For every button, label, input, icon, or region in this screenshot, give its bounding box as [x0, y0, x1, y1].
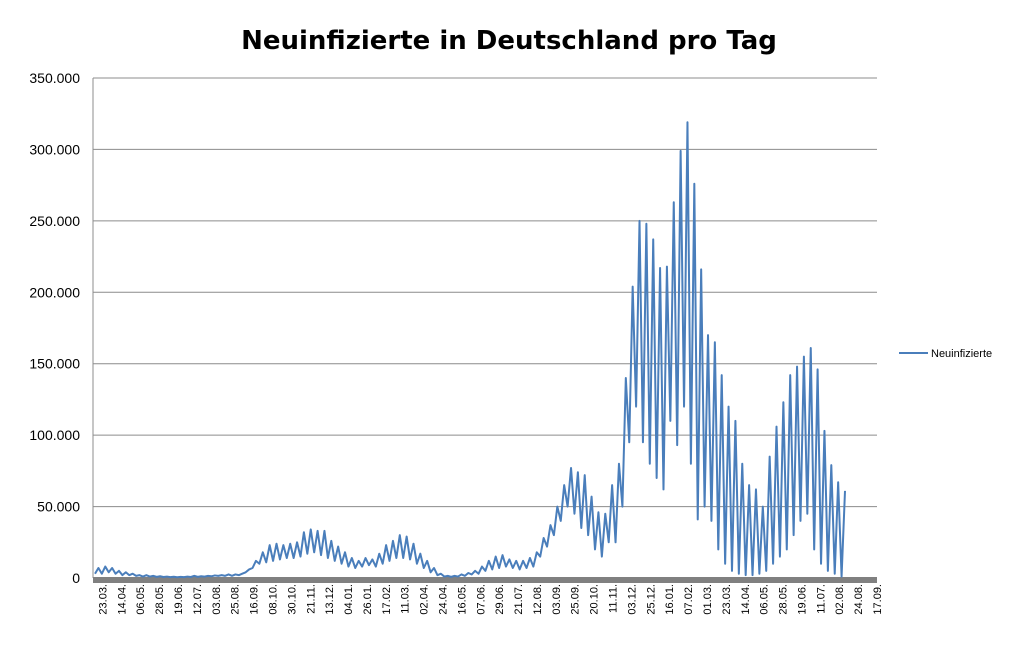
x-tick-label: 29.06.	[494, 584, 506, 615]
x-tick-label: 04.01.	[343, 584, 355, 615]
x-tick-label: 07.02.	[683, 584, 695, 615]
y-tick-label: 200.000	[29, 284, 80, 300]
x-tick-label: 23.03.	[97, 584, 109, 615]
y-tick-label: 0	[72, 570, 80, 586]
x-tick-label: 01.03.	[702, 584, 714, 615]
x-tick-label: 12.07.	[192, 584, 204, 615]
legend: Neuinfizierte	[899, 348, 992, 360]
x-tick-label: 26.01.	[362, 584, 374, 615]
x-tick-label: 16.01.	[664, 584, 676, 615]
x-tick-label: 03.08.	[211, 584, 223, 615]
x-tick-label: 17.09.	[872, 584, 884, 615]
x-tick-label: 20.10.	[589, 584, 601, 615]
x-tick-label: 28.05.	[154, 584, 166, 615]
x-tick-label: 28.05.	[778, 584, 790, 615]
x-tick-label: 25.12.	[645, 584, 657, 615]
y-axis: 0 50.000 100.000 150.000 200.000 250.000 300.0…	[29, 70, 80, 586]
x-tick-label: 30.10.	[286, 584, 298, 615]
series-line-0	[94, 121, 846, 579]
x-tick-label: 25.08.	[230, 584, 242, 615]
x-tick-label: 11.07.	[815, 584, 827, 614]
x-tick-label: 06.05.	[135, 584, 147, 615]
x-tick-label: 23.03.	[721, 584, 733, 615]
x-tick-label: 19.06.	[173, 584, 185, 615]
x-tick-label: 02.08.	[834, 584, 846, 615]
x-tick-label: 12.08.	[532, 584, 544, 615]
y-tick-label: 100.000	[29, 427, 80, 443]
x-tick-label: 14.04.	[740, 584, 752, 615]
y-tick-label: 250.000	[29, 213, 80, 229]
x-tick-label: 16.09.	[249, 584, 261, 615]
x-tick-label: 25.09.	[570, 584, 582, 615]
x-tick-label: 02.04.	[419, 584, 431, 615]
x-tick-label: 16.05.	[456, 584, 468, 615]
x-tick-label: 03.12.	[626, 584, 638, 615]
y-tick-label: 150.000	[29, 356, 80, 372]
x-tick-label: 07.06.	[475, 584, 487, 615]
x-axis-line	[93, 577, 877, 583]
x-tick-label: 14.04.	[116, 584, 128, 615]
x-tick-label: 21.07.	[513, 584, 525, 615]
y-tick-label: 300.000	[29, 141, 80, 157]
y-tick-label: 350.000	[29, 70, 80, 86]
series-group	[94, 121, 846, 579]
x-tick-label: 13.12.	[324, 584, 336, 615]
x-tick-label: 11.03.	[400, 584, 412, 614]
x-tick-label: 24.08.	[853, 584, 865, 615]
gridlines	[92, 77, 877, 578]
x-tick-label: 11.11.	[608, 584, 620, 613]
x-tick-label: 03.09.	[551, 584, 563, 615]
x-tick-label: 21.11.	[305, 584, 317, 614]
x-tick-label: 17.02.	[381, 584, 393, 615]
x-tick-label: 24.04.	[437, 584, 449, 615]
x-tick-label: 06.05.	[759, 584, 771, 615]
y-tick-label: 50.000	[37, 499, 80, 515]
x-tick-label: 19.06.	[796, 584, 808, 615]
x-tick-label: 08.10.	[267, 584, 279, 615]
legend-label-neuinfizierte: Neuinfizierte	[931, 348, 992, 360]
x-axis: 23.03. 14.04. 06.05. 28.05. 19.06. 12.07. 03.0…	[93, 577, 884, 615]
chart-title: Neuinfizierte in Deutschland pro Tag	[241, 26, 777, 56]
